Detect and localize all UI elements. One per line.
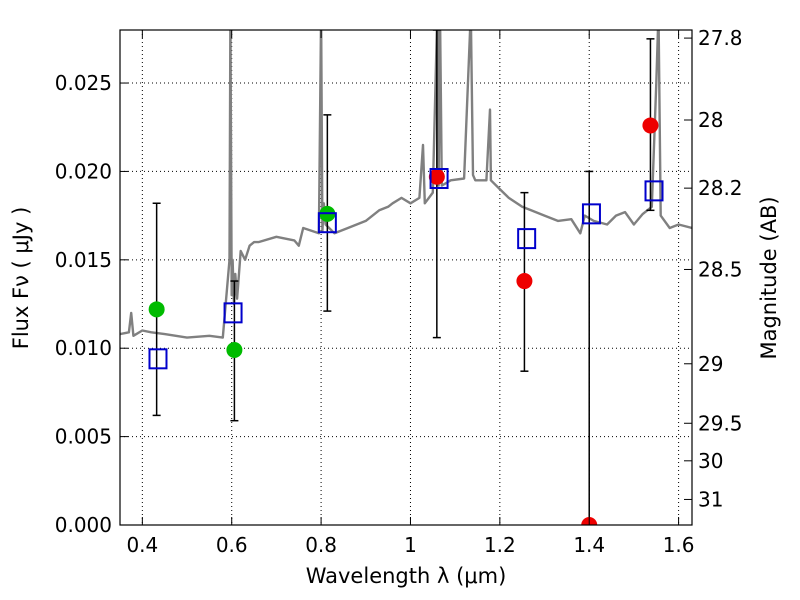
data-points	[148, 117, 659, 525]
y2-tick-label: 30	[698, 449, 723, 473]
spectrum-series	[120, 30, 692, 339]
model-box	[581, 203, 601, 225]
x-tick-label: 0.6	[216, 533, 248, 557]
data-point-green	[148, 301, 165, 318]
y-axis: 0.000 0.005 0.010 0.015 0.020 0.025	[55, 71, 128, 537]
y2-tick-label: 28.5	[698, 257, 743, 281]
y-axis-label: Flux Fν ( μJy )	[9, 207, 33, 350]
data-point-red	[516, 273, 533, 290]
model-box	[223, 302, 243, 324]
x-tick-label: 1.2	[484, 533, 516, 557]
y2-tick-label: 28	[698, 108, 723, 132]
y2-tick-label: 29	[698, 352, 723, 376]
x-tick-label: 0.8	[305, 533, 337, 557]
y-tick-label: 0.000	[55, 513, 112, 537]
x-tick-label: 1.4	[573, 533, 605, 557]
y-tick-label: 0.015	[55, 248, 112, 272]
y2-axis-label: Magnitude (AB)	[757, 196, 781, 359]
x-tick-label: 1	[404, 533, 417, 557]
x-axis: 0.4 0.6 0.8 1 1.2 1.4 1.6	[126, 30, 695, 557]
spectrum-line	[120, 30, 692, 339]
y-tick-label: 0.020	[55, 159, 112, 183]
data-point-green	[226, 341, 243, 358]
y-tick-label: 0.025	[55, 71, 112, 95]
plot-background	[120, 30, 692, 525]
model-boxes	[148, 168, 664, 370]
y2-tick-label: 29.5	[698, 411, 743, 435]
y2-tick-label: 28.2	[698, 176, 743, 200]
y2-tick-label: 27.8	[698, 26, 743, 50]
errorbar	[585, 170, 594, 525]
model-box	[317, 212, 337, 234]
y2-axis: 27.8 28 28.2 28.5 29 29.5 30 31	[684, 26, 743, 511]
data-point-red	[428, 168, 445, 185]
y-tick-label: 0.010	[55, 336, 112, 360]
data-point-red	[642, 117, 659, 134]
y-tick-label: 0.005	[55, 425, 112, 449]
plot-frame	[119, 29, 693, 526]
x-axis-label: Wavelength λ (μm)	[306, 564, 507, 588]
model-box	[517, 228, 537, 250]
x-tick-label: 1.6	[663, 533, 695, 557]
model-box	[148, 348, 168, 370]
model-box	[429, 168, 449, 189]
y2-tick-label: 31	[698, 487, 723, 511]
x-tick-label: 0.4	[126, 533, 158, 557]
model-box	[644, 180, 664, 202]
